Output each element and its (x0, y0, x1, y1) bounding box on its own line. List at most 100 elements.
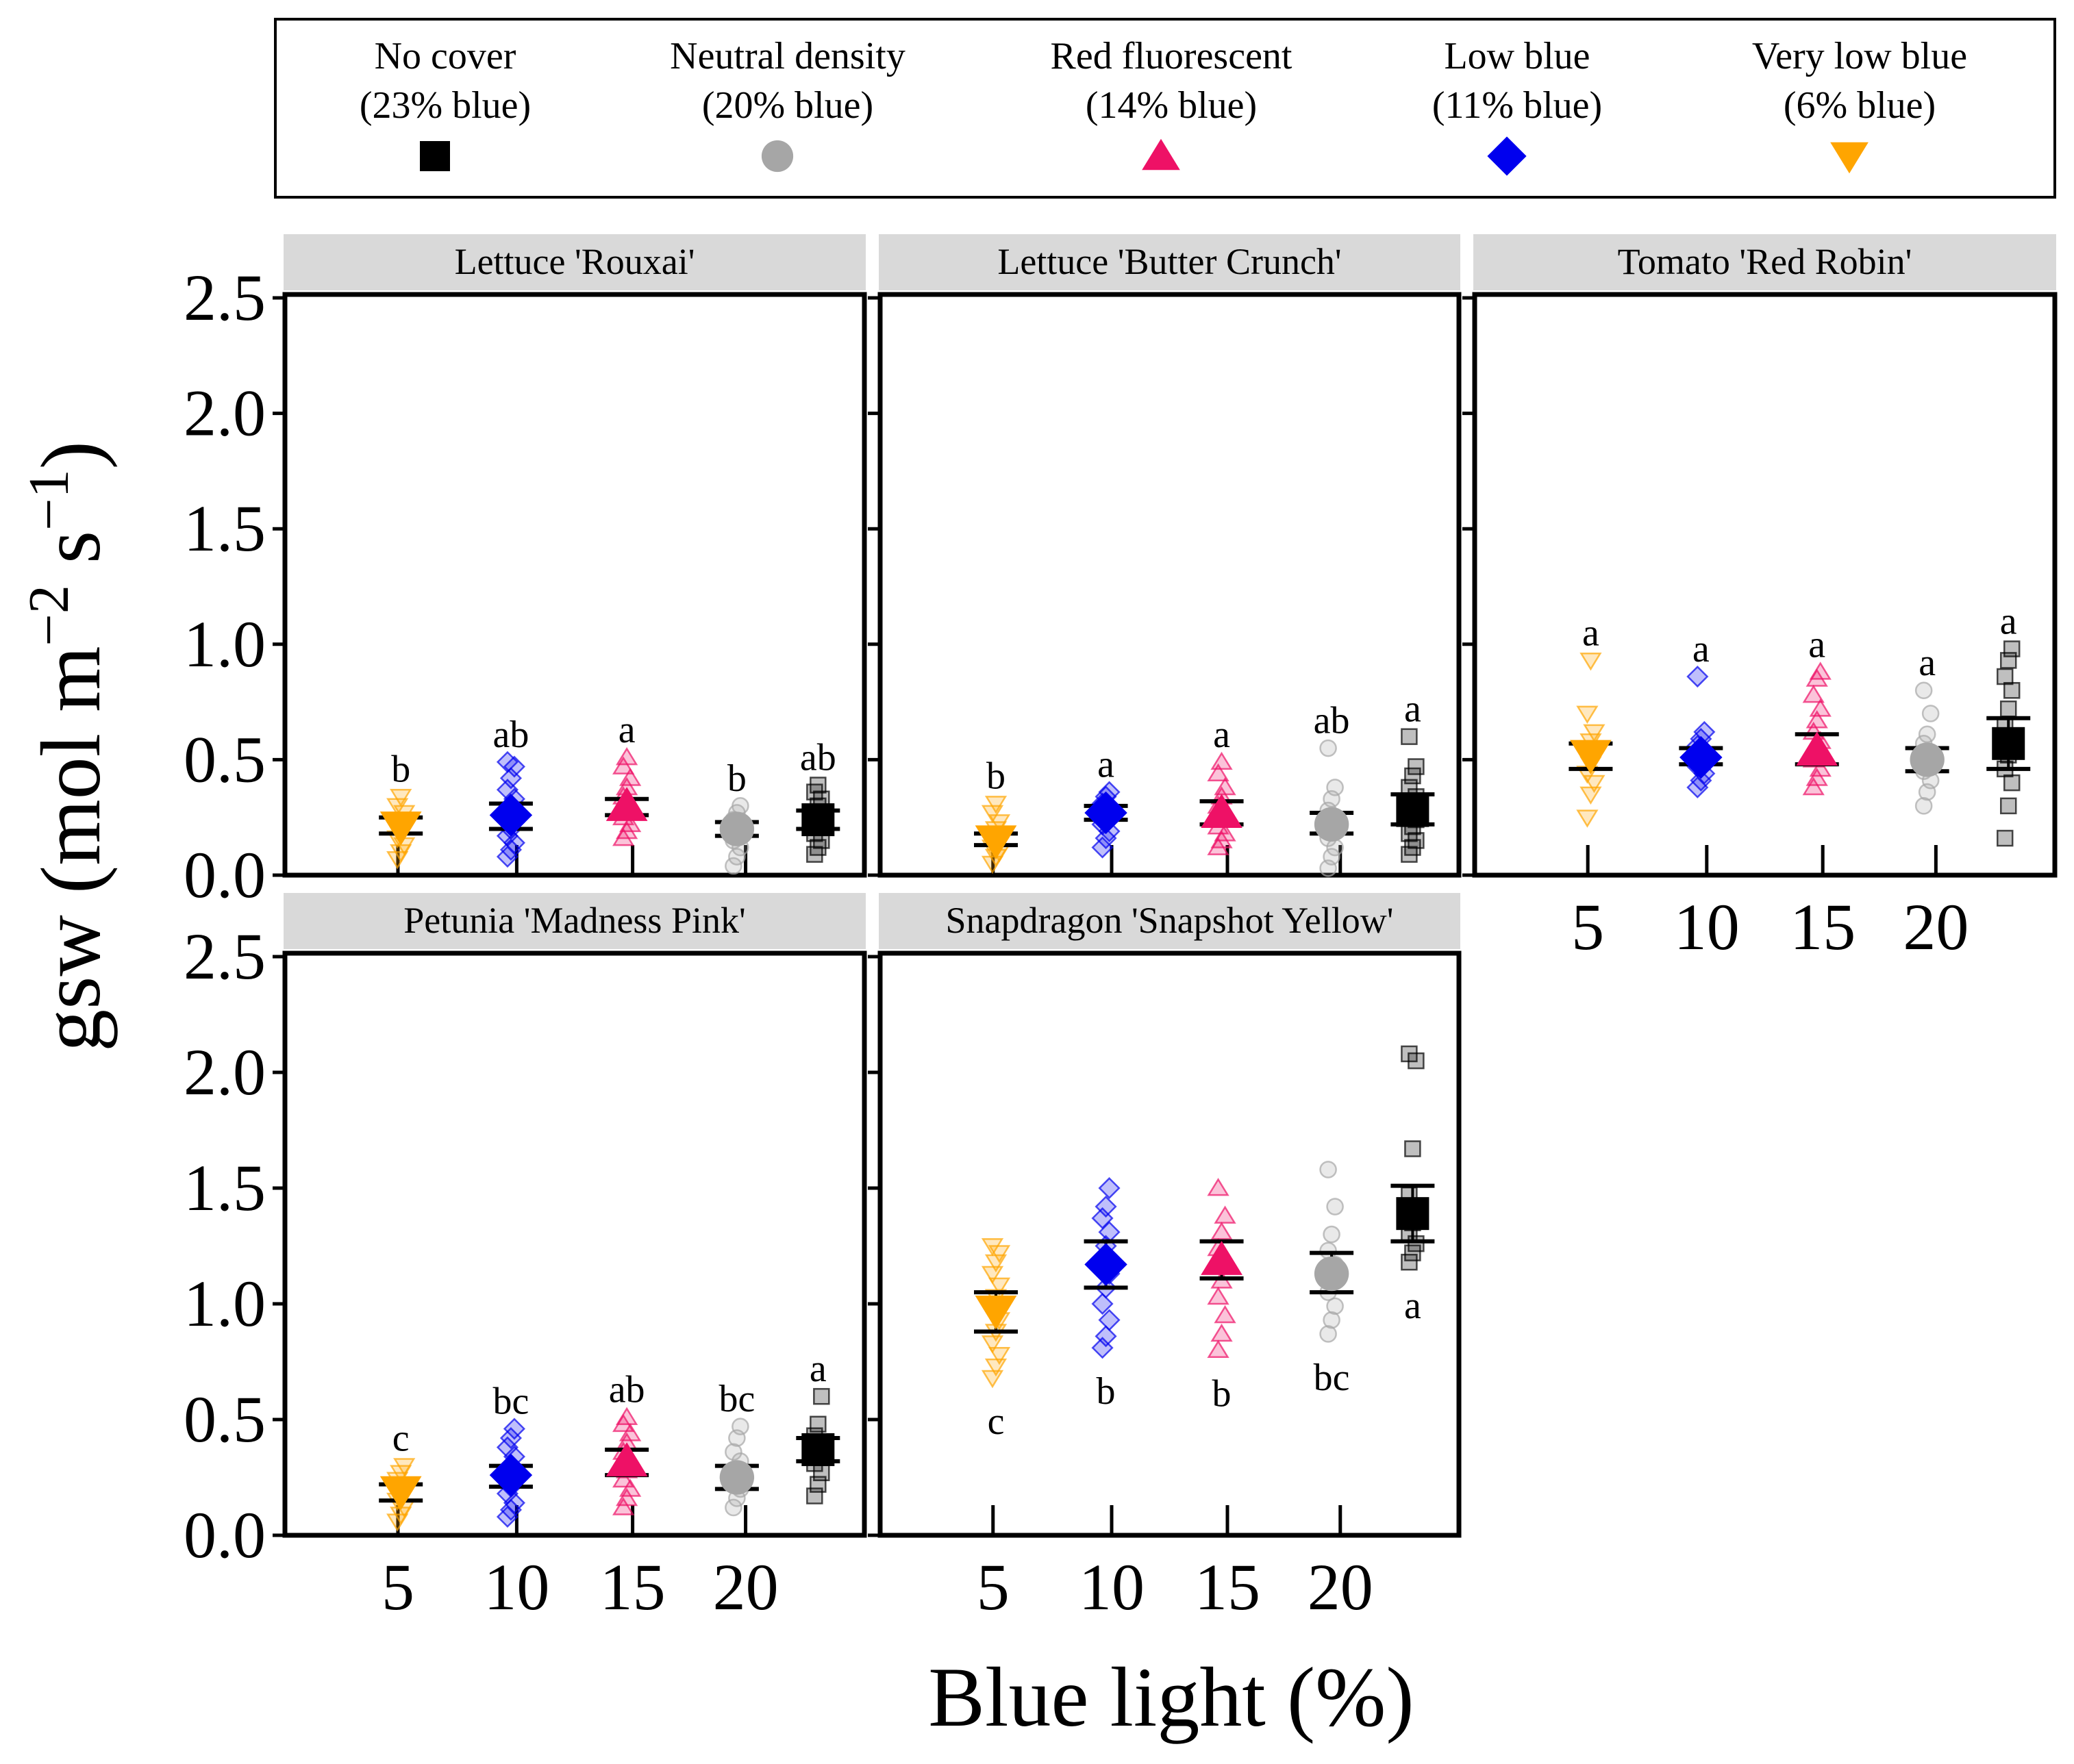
data-point (612, 1497, 635, 1515)
data-point (981, 1370, 1004, 1389)
data-point (1214, 823, 1236, 842)
data-point (1210, 1323, 1233, 1342)
series-neutral-density: bc (714, 1378, 759, 1517)
panel-title: Tomato 'Red Robin' (1618, 241, 1912, 282)
series-no-cover: a (1390, 1045, 1435, 1327)
significance-letter: ab (800, 736, 836, 779)
data-point (1210, 751, 1233, 770)
significance-letter: ab (609, 1369, 645, 1411)
x-tick-label: 20 (1903, 890, 1969, 963)
significance-letter: a (1582, 612, 1599, 654)
mean-marker (1992, 727, 2025, 760)
legend-item: Neutral density (20% blue) (670, 35, 905, 173)
data-point (1401, 1045, 1418, 1063)
series-neutral-density: b (714, 757, 759, 875)
data-point (1091, 1292, 1114, 1315)
x-tick-label: 20 (713, 1550, 779, 1624)
legend-label-line2: (11% blue) (1432, 84, 1602, 127)
panel: Petunia 'Madness Pink' 0.0 0.5 1.0 1.5 2.0 2.5… (184, 893, 867, 1624)
data-point (1576, 705, 1599, 724)
series-neutral-density: bc (1310, 1161, 1354, 1399)
data-point (1207, 1286, 1229, 1305)
series-no-cover: a (1390, 688, 1435, 863)
mean-marker (1314, 1256, 1349, 1292)
data-point (1579, 786, 1602, 805)
data-point (988, 1277, 1011, 1296)
panel-title: Petunia 'Madness Pink' (403, 900, 745, 941)
data-point (1214, 1205, 1236, 1224)
legend-label-line1: Red fluorescent (1051, 35, 1292, 77)
x-tick-label: 10 (484, 1550, 549, 1624)
series-very-low-blue: b (974, 755, 1018, 874)
data-point (1326, 779, 1344, 796)
series-low-blue: a (1679, 628, 1723, 798)
legend-marker-diamond (1487, 136, 1527, 176)
y-tick-label: 1.0 (184, 1267, 266, 1340)
data-point (1319, 739, 1337, 757)
data-point (503, 1491, 526, 1514)
legend-item: No cover (23% blue) (360, 35, 531, 171)
panel-title: Snapdragon 'Snapshot Yellow' (946, 900, 1394, 941)
series-low-blue: b (1084, 1176, 1128, 1413)
series-neutral-density: a (1905, 642, 1949, 815)
mean-marker (1570, 740, 1612, 774)
data-point (981, 1238, 1004, 1257)
series-red-fluorescent: b (1199, 1177, 1244, 1415)
mean-marker (1910, 742, 1945, 777)
significance-letter: a (1404, 688, 1421, 731)
data-point (1214, 777, 1236, 796)
panel-strip (284, 893, 866, 949)
y-tick-label: 0.5 (184, 722, 266, 796)
significance-letter: a (1808, 623, 1825, 666)
legend-marker-circle (761, 140, 794, 173)
data-point (496, 751, 519, 773)
mean-marker (1396, 1197, 1429, 1231)
data-point (1921, 705, 1940, 722)
y-tick-label: 0.0 (184, 1498, 266, 1572)
data-point (390, 788, 412, 807)
significance-letter: b (727, 757, 747, 800)
data-point (725, 857, 742, 875)
significance-letter: a (1404, 1285, 1421, 1327)
legend-label-line1: Low blue (1444, 35, 1590, 77)
series-low-blue: ab (488, 714, 533, 868)
series-neutral-density: ab (1310, 700, 1354, 877)
mean-marker (605, 1442, 648, 1476)
data-point (615, 1487, 638, 1507)
mean-marker (1796, 731, 1838, 766)
series-no-cover: a (1986, 601, 2031, 847)
mean-marker (975, 825, 1017, 860)
data-point (988, 1346, 1011, 1365)
mean-marker (489, 794, 533, 837)
mean-marker (975, 1296, 1017, 1330)
data-point (813, 1387, 830, 1405)
legend-label-line1: Neutral density (670, 35, 905, 77)
data-point (499, 767, 523, 790)
data-point (1323, 1225, 1340, 1244)
data-point (1091, 1207, 1114, 1230)
series-no-cover: a (796, 1348, 840, 1504)
series-red-fluorescent: a (605, 709, 649, 846)
legend-marker-triangle-down (1830, 142, 1869, 174)
data-point (1326, 1198, 1344, 1215)
data-point (1408, 758, 1425, 775)
data-point (1401, 728, 1418, 745)
panel-title: Lettuce 'Butter Crunch' (997, 241, 1341, 282)
data-point (1579, 653, 1602, 671)
data-point (1095, 1195, 1117, 1218)
data-point (1091, 1337, 1114, 1359)
x-tick-label: 5 (1571, 890, 1604, 963)
data-point (725, 1498, 742, 1517)
significance-letter: a (1919, 642, 1936, 684)
data-point (1918, 725, 1936, 744)
y-tick-label: 1.5 (184, 1151, 266, 1224)
data-point (810, 777, 827, 794)
data-point (1809, 698, 1832, 717)
data-point (2003, 774, 2021, 792)
y-tick-label: 2.0 (184, 1035, 266, 1109)
data-point (2003, 640, 2021, 657)
panel-strip (284, 234, 866, 290)
series-very-low-blue: b (379, 748, 423, 870)
series-red-fluorescent: a (1199, 714, 1244, 855)
mean-marker (1201, 1241, 1242, 1275)
